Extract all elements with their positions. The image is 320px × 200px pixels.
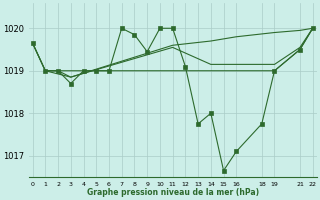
X-axis label: Graphe pression niveau de la mer (hPa): Graphe pression niveau de la mer (hPa)	[87, 188, 259, 197]
